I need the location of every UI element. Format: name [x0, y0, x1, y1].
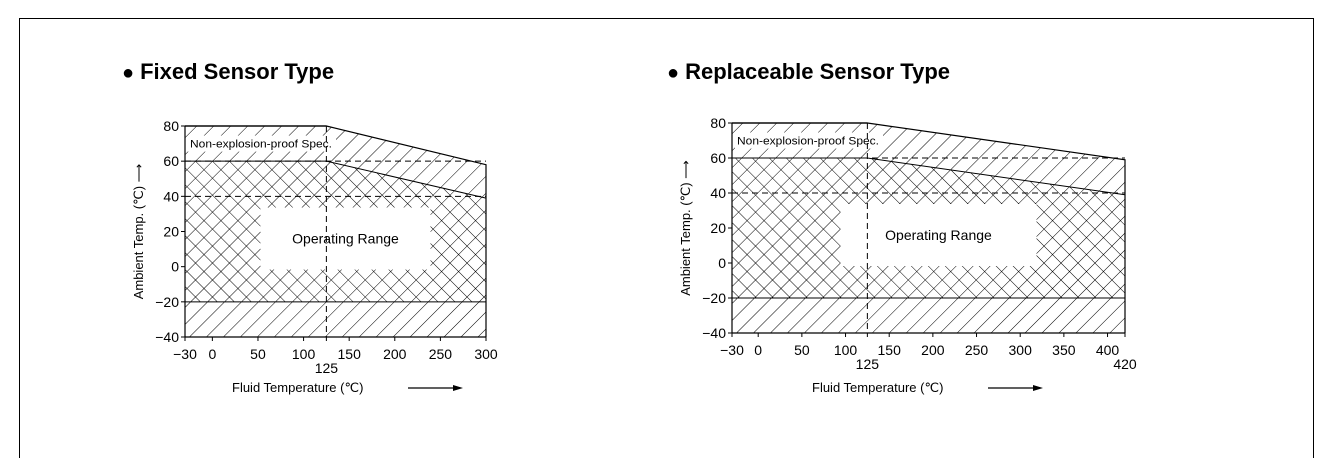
- arrow-right-icon: [453, 385, 463, 391]
- bullet-icon: ●: [667, 62, 680, 84]
- operating-range-label: Operating Range: [292, 231, 399, 247]
- chart-group-0: Operating Range Non-explosion-proof Spec.…: [131, 118, 498, 395]
- y-axis-label: Ambient Temp. (℃) ⟶: [131, 164, 146, 300]
- y-tick-label: −40: [155, 329, 179, 345]
- y-axis-label: Ambient Temp. (℃) ⟶: [678, 160, 693, 296]
- x-tick-label: 50: [250, 346, 266, 362]
- y-tick-label: 20: [163, 224, 179, 240]
- x-tick-label: 100: [834, 342, 858, 358]
- chart-group-1: Operating Range Non-explosion-proof Spec.…: [678, 115, 1137, 395]
- figure-frame: [19, 18, 1314, 458]
- x-tick-label: 125: [856, 356, 880, 372]
- x-tick-label: 350: [1052, 342, 1076, 358]
- x-tick-label: 250: [965, 342, 989, 358]
- x-tick-label: 0: [208, 346, 216, 362]
- non-explosion-label-box: [735, 132, 883, 149]
- y-tick-label: −20: [702, 290, 726, 306]
- x-tick-label: 50: [794, 342, 810, 358]
- y-tick-label: −40: [702, 325, 726, 341]
- chart-title-text: Fixed Sensor Type: [140, 59, 335, 84]
- operating-range-label: Operating Range: [885, 227, 992, 243]
- x-tick-label: 200: [921, 342, 945, 358]
- y-tick-label: 0: [171, 259, 179, 275]
- y-tick-label: 60: [710, 150, 726, 166]
- non-explosion-proof-label: Non-explosion-proof Spec.: [190, 139, 332, 151]
- x-tick-label: 125: [315, 360, 339, 376]
- chart-title-text: Replaceable Sensor Type: [685, 59, 951, 84]
- x-tick-label: −30: [720, 342, 744, 358]
- y-tick-label: 20: [710, 220, 726, 236]
- x-axis-label: Fluid Temperature (℃): [232, 380, 363, 395]
- x-tick-label: 400: [1096, 342, 1120, 358]
- x-tick-label: 200: [383, 346, 407, 362]
- x-tick-label: −30: [173, 346, 197, 362]
- y-tick-label: 60: [163, 153, 179, 169]
- non-explosion-label-box: [188, 135, 336, 152]
- y-tick-label: 80: [710, 115, 726, 131]
- x-axis-label: Fluid Temperature (℃): [812, 380, 943, 395]
- x-tick-label: 300: [474, 346, 498, 362]
- y-tick-label: 0: [718, 255, 726, 271]
- x-tick-label: 100: [292, 346, 316, 362]
- bullet-icon: ●: [122, 62, 135, 84]
- x-tick-label: 420: [1113, 356, 1137, 372]
- x-tick-label: 0: [754, 342, 762, 358]
- chart-title-fixed: ● Fixed Sensor Type: [122, 59, 334, 85]
- x-tick-label: 250: [429, 346, 453, 362]
- y-tick-label: 80: [163, 118, 179, 134]
- operating-label-box: [840, 204, 1037, 266]
- arrow-right-icon: [1033, 385, 1043, 391]
- y-tick-label: −20: [155, 294, 179, 310]
- operating-label-box: [260, 207, 431, 270]
- non-explosion-proof-label: Non-explosion-proof Spec.: [737, 136, 879, 148]
- y-tick-label: 40: [163, 188, 179, 204]
- x-tick-label: 150: [338, 346, 362, 362]
- chart-title-replaceable: ● Replaceable Sensor Type: [667, 59, 950, 85]
- x-tick-label: 150: [878, 342, 902, 358]
- y-tick-label: 40: [710, 185, 726, 201]
- x-tick-label: 300: [1009, 342, 1033, 358]
